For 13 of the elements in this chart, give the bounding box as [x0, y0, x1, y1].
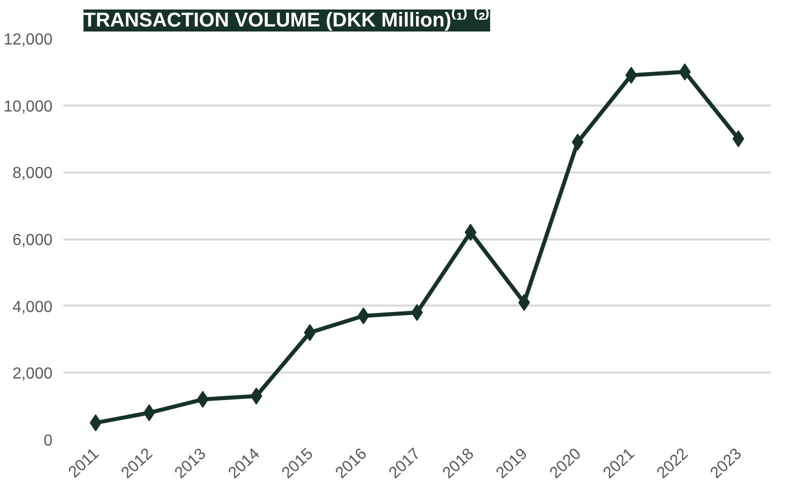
point	[572, 134, 584, 151]
point	[196, 390, 209, 408]
point	[143, 404, 156, 422]
point	[625, 66, 638, 84]
y-tick-label: 12,000	[4, 32, 53, 48]
y-tick-label: 10,000	[4, 98, 53, 116]
y-tick-label: 0	[44, 432, 53, 450]
point	[250, 388, 262, 405]
point	[678, 63, 691, 80]
y-tick-label: 8,000	[12, 165, 53, 182]
y-tick-label: 4,000	[12, 298, 53, 316]
y-tick-label: 6,000	[12, 232, 53, 249]
y-tick-label: 2,000	[12, 366, 53, 383]
